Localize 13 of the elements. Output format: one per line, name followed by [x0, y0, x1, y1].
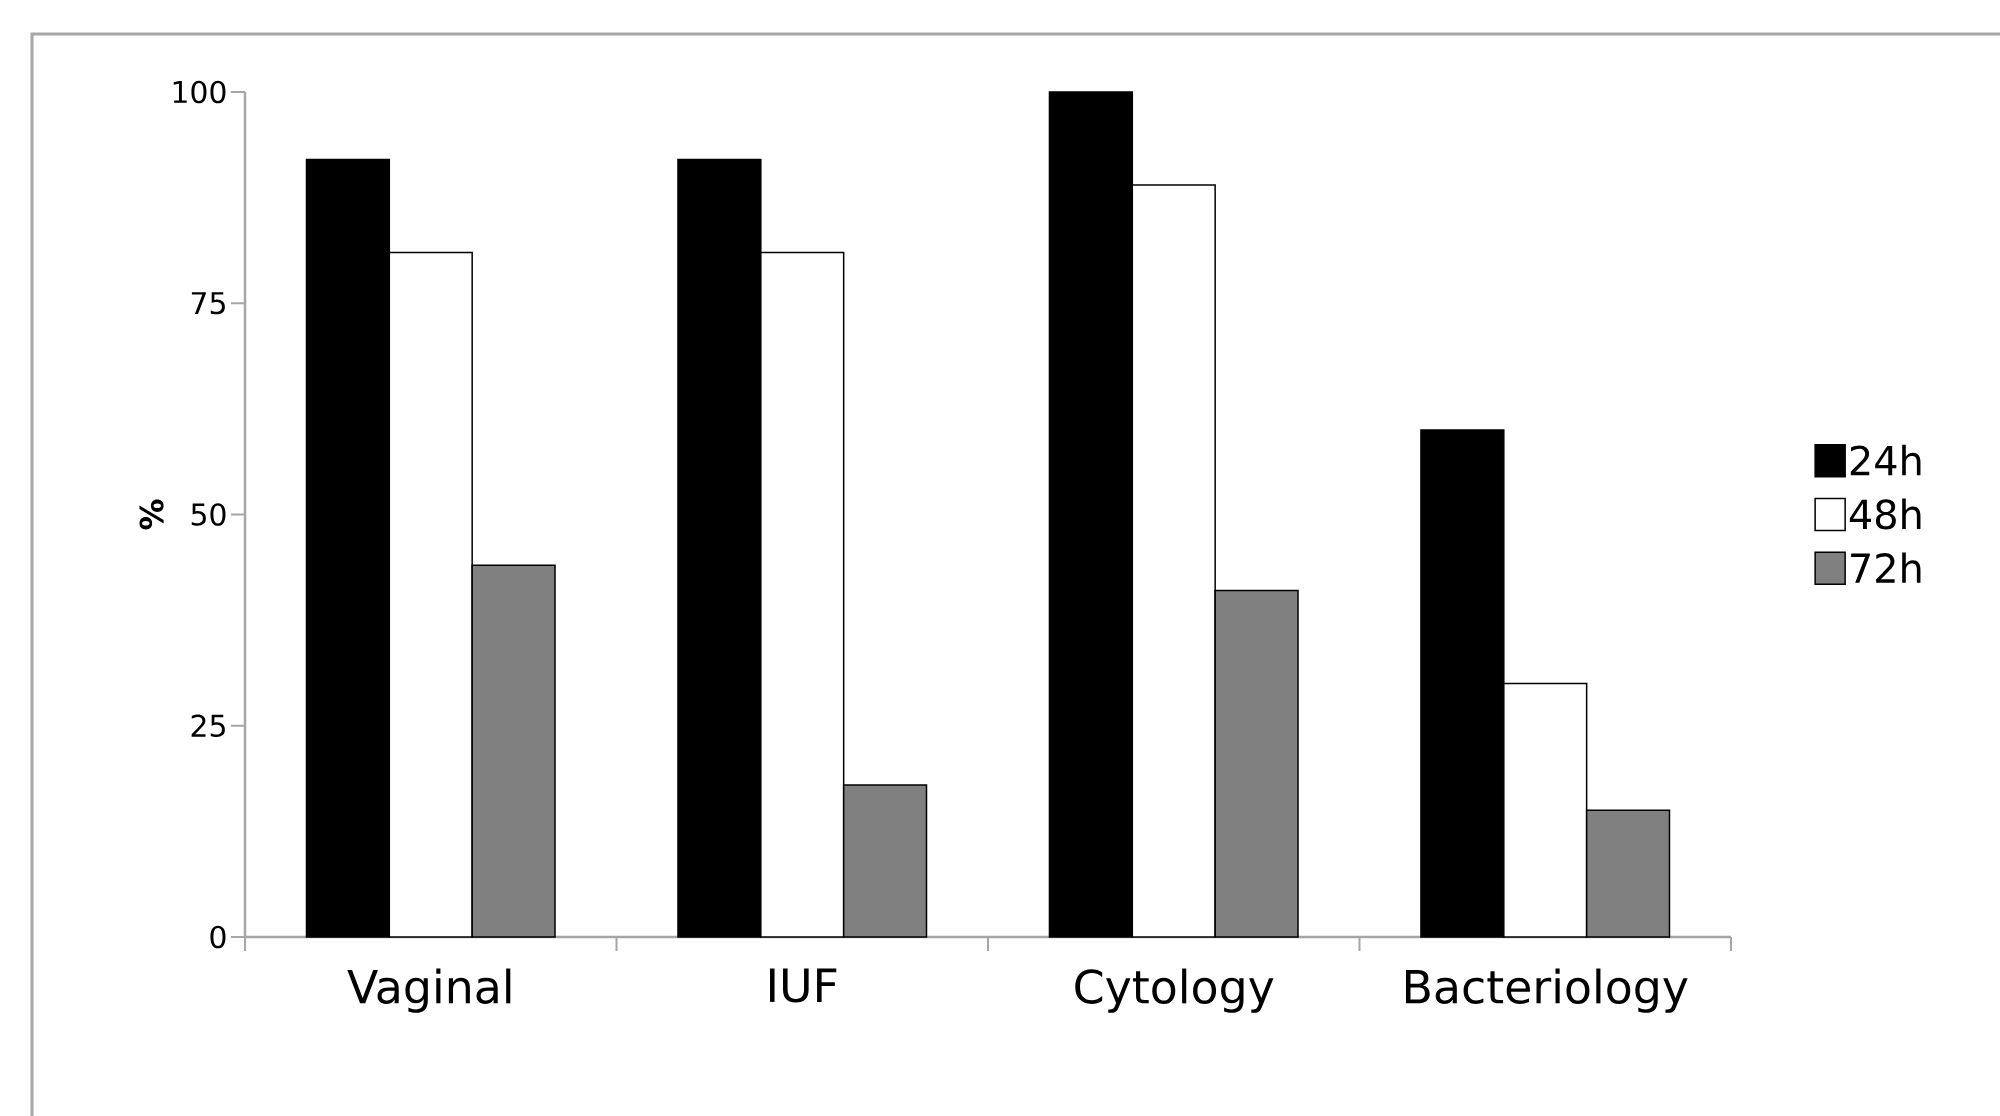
y-tick-label: 75 — [191, 292, 225, 315]
y-tick-label: 0 — [210, 925, 226, 949]
x-tick-label: IUF — [770, 968, 837, 1003]
x-tick-label: Bacteriology — [1405, 968, 1688, 1013]
y-tick-label: 50 — [191, 503, 226, 526]
x-tick-label: Cytology — [1075, 968, 1274, 1013]
legend-label: 24h — [1850, 444, 1921, 476]
legend-label: 72h — [1851, 552, 1921, 583]
y-axis-title: % — [139, 499, 164, 530]
legend-label: 48h — [1849, 498, 1921, 530]
x-tick-label: Vaginal — [347, 968, 511, 1013]
y-tick-label: 100 — [173, 80, 226, 104]
y-tick-label: 25 — [191, 714, 225, 738]
